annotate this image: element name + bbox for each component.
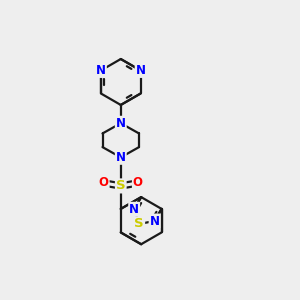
- Text: S: S: [116, 179, 126, 192]
- Text: O: O: [99, 176, 109, 190]
- Text: N: N: [136, 64, 146, 77]
- Text: N: N: [96, 64, 106, 77]
- Text: N: N: [129, 203, 139, 216]
- Text: N: N: [116, 151, 126, 164]
- Text: N: N: [116, 117, 126, 130]
- Text: S: S: [134, 218, 144, 230]
- Text: O: O: [133, 176, 143, 190]
- Text: N: N: [150, 214, 160, 227]
